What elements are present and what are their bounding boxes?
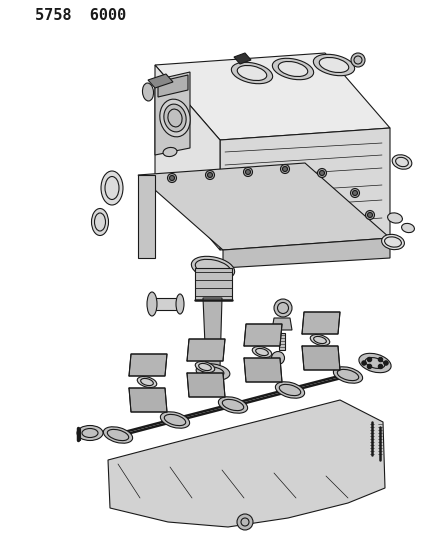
Circle shape — [169, 175, 175, 181]
Polygon shape — [155, 53, 390, 140]
Circle shape — [246, 169, 250, 174]
Ellipse shape — [137, 376, 157, 387]
Text: 5758  6000: 5758 6000 — [35, 8, 126, 23]
Ellipse shape — [164, 104, 186, 132]
Polygon shape — [108, 400, 385, 527]
Ellipse shape — [278, 61, 308, 77]
Polygon shape — [234, 53, 251, 64]
Ellipse shape — [191, 256, 235, 280]
Circle shape — [237, 514, 253, 530]
Circle shape — [319, 171, 324, 175]
Polygon shape — [155, 72, 190, 155]
Circle shape — [353, 190, 357, 196]
Polygon shape — [272, 318, 292, 330]
Ellipse shape — [237, 66, 267, 80]
Polygon shape — [155, 65, 220, 250]
Circle shape — [318, 168, 327, 177]
Polygon shape — [302, 346, 340, 370]
Ellipse shape — [77, 425, 103, 440]
Ellipse shape — [232, 62, 273, 84]
Ellipse shape — [104, 427, 133, 443]
Ellipse shape — [195, 361, 215, 373]
Circle shape — [362, 361, 366, 365]
Polygon shape — [187, 373, 225, 397]
Ellipse shape — [163, 148, 177, 157]
Circle shape — [368, 213, 372, 217]
Polygon shape — [138, 163, 390, 250]
Ellipse shape — [176, 294, 184, 314]
Ellipse shape — [392, 155, 412, 169]
Polygon shape — [129, 388, 167, 412]
Ellipse shape — [147, 292, 157, 316]
Ellipse shape — [313, 54, 355, 76]
Polygon shape — [152, 298, 180, 310]
Polygon shape — [203, 298, 222, 368]
Circle shape — [274, 299, 292, 317]
Polygon shape — [223, 238, 390, 268]
Ellipse shape — [160, 99, 190, 137]
Circle shape — [367, 357, 372, 362]
Polygon shape — [244, 358, 282, 382]
Polygon shape — [129, 354, 167, 376]
Circle shape — [378, 357, 383, 362]
Ellipse shape — [160, 412, 190, 428]
Polygon shape — [195, 268, 232, 300]
Circle shape — [384, 361, 388, 365]
Ellipse shape — [401, 223, 414, 232]
Ellipse shape — [196, 364, 230, 380]
Polygon shape — [158, 75, 188, 97]
Circle shape — [351, 189, 360, 198]
Ellipse shape — [272, 58, 314, 80]
Ellipse shape — [388, 213, 402, 223]
Circle shape — [205, 171, 214, 180]
Ellipse shape — [218, 397, 248, 413]
Circle shape — [280, 165, 289, 174]
Polygon shape — [244, 324, 282, 346]
Ellipse shape — [382, 235, 404, 249]
Polygon shape — [220, 128, 390, 250]
Circle shape — [208, 173, 212, 177]
Ellipse shape — [143, 83, 154, 101]
Circle shape — [366, 211, 374, 220]
Ellipse shape — [319, 58, 349, 72]
Circle shape — [378, 364, 383, 369]
Ellipse shape — [101, 171, 123, 205]
Circle shape — [271, 351, 285, 365]
Ellipse shape — [92, 208, 109, 236]
Ellipse shape — [275, 382, 305, 398]
Circle shape — [167, 174, 176, 182]
Ellipse shape — [359, 353, 391, 373]
Circle shape — [282, 166, 288, 172]
Circle shape — [244, 167, 253, 176]
Polygon shape — [279, 333, 285, 350]
Polygon shape — [138, 175, 155, 258]
Ellipse shape — [252, 346, 272, 358]
Circle shape — [351, 53, 365, 67]
Ellipse shape — [310, 335, 330, 345]
Polygon shape — [148, 74, 173, 88]
Polygon shape — [302, 312, 340, 334]
Polygon shape — [187, 339, 225, 361]
Ellipse shape — [333, 367, 363, 383]
Circle shape — [367, 364, 372, 369]
